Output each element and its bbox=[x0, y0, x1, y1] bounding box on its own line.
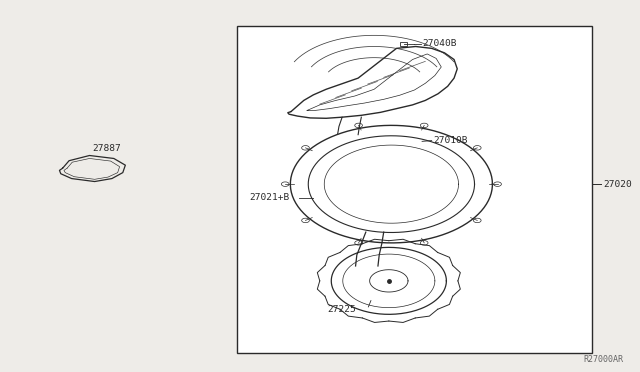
Bar bbox=[400, 42, 408, 46]
Text: 27021+B: 27021+B bbox=[250, 193, 290, 202]
Text: 27040B: 27040B bbox=[422, 39, 456, 48]
FancyBboxPatch shape bbox=[237, 26, 591, 353]
Text: 27225: 27225 bbox=[328, 305, 356, 314]
Text: R27000AR: R27000AR bbox=[584, 355, 623, 364]
Text: 27010B: 27010B bbox=[433, 136, 467, 145]
Text: 27887: 27887 bbox=[93, 144, 122, 153]
Text: 27020: 27020 bbox=[603, 180, 632, 189]
